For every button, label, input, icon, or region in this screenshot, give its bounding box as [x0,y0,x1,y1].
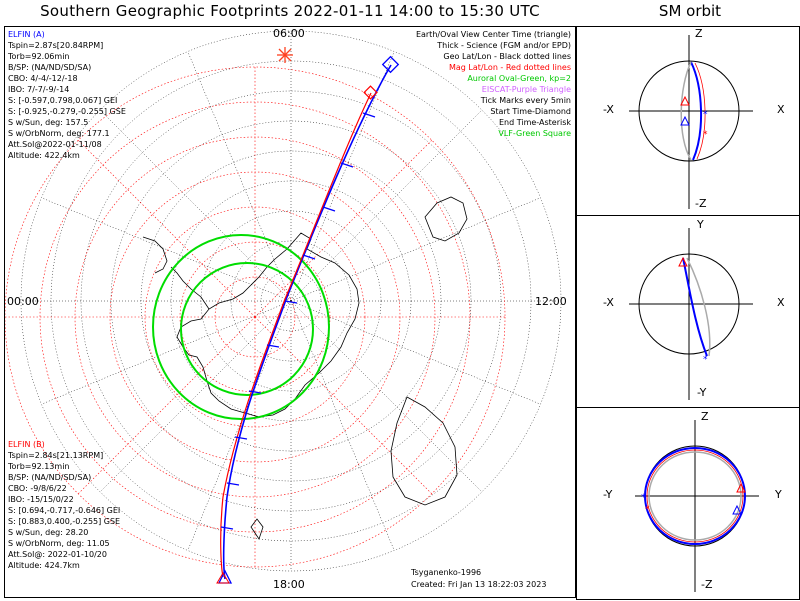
elfin-b-info-line: S: [0.694,-0.717,-0.646] GEI [8,506,121,515]
svg-text:*: * [703,130,708,140]
time-label-bottom: 18:00 [273,578,305,591]
elfin-a-info-line: CBO: 4/-4/-12/-18 [8,74,78,83]
elfin-a-start-diamond [381,55,400,74]
elfin-a-info: Tspin=2.87s[20.84RPM] Torb=92.06min B/SP: … [8,40,126,161]
elfin-a-info-line: Tspin=2.87s[20.84RPM] [8,41,104,50]
australia-outline [390,396,458,506]
sm2-bottom: -Y [697,386,707,399]
end-time-asterisk [277,47,293,63]
elfin-b-track [220,92,372,578]
sm2-top: Y [697,218,704,231]
sm2-right: X [777,296,785,309]
antarctica-outline [176,232,360,418]
legend-item: Earth/Oval View Center Time (triangle) [415,30,571,39]
legend-item: End Time-Asterisk [498,118,571,127]
legend-item: VLF-Green Square [498,129,571,138]
africa-outline [424,196,468,242]
sm-plot-xz: * * [629,35,753,209]
svg-text:*: * [703,110,708,120]
track-ticks [220,112,376,530]
time-label-left: 00:00 [7,295,39,308]
sm3-left: -Y [603,488,613,501]
sm3-bottom: -Z [701,578,713,591]
auroral-oval-inner [180,262,314,396]
elfin-a-info-line: Altitude: 422.4km [8,151,80,160]
legend-item: Geo Lat/Lon - Black dotted lines [443,52,571,61]
elfin-a-info-line: S: [-0.597,0.798,0.067] GEI [8,96,118,105]
time-label-top: 06:00 [273,27,305,40]
sm-plot-xy: * [629,228,753,400]
sm1-bottom: -Z [695,197,707,210]
sm-panel-yz: * * Z -Z -Y Y [576,407,800,600]
legend-item: Mag Lat/Lon - Red dotted lines [448,63,571,72]
elfin-b-info-line: Altitude: 424.7km [8,561,80,570]
sm1-top: Z [695,27,703,40]
svg-text:*: * [645,505,650,515]
sm3-top: Z [701,410,709,423]
legend-item: Thick - Science (FGM and/or EPD) [437,41,571,50]
elfin-b-info-line: Torb=92.13min [8,462,70,471]
elfin-b-end-triangle [216,572,230,584]
legend-item: EISCAT-Purple Triangle [481,85,571,94]
legend-item: Auroral Oval-Green, kp=2 [467,74,571,83]
model-label: Tsyganenko-1996 [411,568,482,577]
legend-item: Start Time-Diamond [490,107,571,116]
elfin-a-header: ELFIN (A) [8,30,45,39]
geo-grid [20,30,562,572]
legend-item: Tick Marks every 5min [480,96,571,105]
elfin-b-info-line: Att.Sol@: 2022-01-10/20 [8,550,107,559]
elfin-b-start-diamond [363,85,378,100]
footprint-map-panel: 06:00 00:00 12:00 18:00 ELFIN (A) Tspin=… [4,26,576,598]
mag-grid [5,66,506,568]
antarctic-peninsula [170,266,210,310]
elfin-a-info-line: IBO: 7/-7/-9/-14 [8,85,70,94]
sm1-left: -X [603,103,614,116]
svg-text:*: * [703,355,708,365]
footprint-map [5,30,562,584]
created-label: Created: Fri Jan 13 18:22:03 2023 [411,580,547,589]
elfin-a-info-line: B/SP: (NA/ND/SD/SA) [8,63,92,72]
elfin-a-info-line: S w/Sun, deg: 157.5 [8,118,89,127]
sm-panel-xz: * * Z -Z -X X [576,26,800,216]
elfin-a-info-line: S w/OrbNorm, deg: 177.1 [8,129,110,138]
elfin-a-info-line: S: [-0.925,-0.279,-0.255] GSE [8,107,126,116]
sm3-right: Y [775,488,782,501]
elfin-b-info-line: Tspin=2.84s[21.13RPM] [8,451,104,460]
elfin-b-info-line: S: [0.883,0.400,-0.255] GSE [8,517,121,526]
elfin-b-info-line: IBO: -15/15/0/22 [8,495,74,504]
auroral-oval-outer [152,234,330,420]
elfin-a-info-line: Att.Sol@2022-01-11/08 [8,140,102,149]
south-america-outline [142,236,168,274]
elfin-b-header: ELFIN (B) [8,440,45,449]
elfin-b-info-line: S w/OrbNorm, deg: 11.05 [8,539,110,548]
sm-plot-yz: * * [635,420,759,592]
legend: Earth/Oval View Center Time (triangle) Th… [416,29,571,139]
sm2-left: -X [603,296,614,309]
time-label-right: 12:00 [535,295,567,308]
elfin-b-info-line: S w/Sun, deg: 28.20 [8,528,89,537]
elfin-b-info-line: B/SP: (NA/ND/SD/SA) [8,473,92,482]
elfin-a-track [222,64,392,580]
elfin-a-info-line: Torb=92.06min [8,52,70,61]
figure-title: Southern Geographic Footprints 2022-01-1… [40,2,540,20]
svg-text:*: * [641,493,646,503]
elfin-b-info-line: CBO: -9/8/6/22 [8,484,67,493]
sm1-right: X [777,103,785,116]
sm-orbit-title: SM orbit [658,2,722,20]
new-zealand-outline [250,518,264,540]
sm-panel-xy: * Y -Y -X X [576,215,800,408]
elfin-b-info: Tspin=2.84s[21.13RPM] Torb=92.13min B/SP: … [8,450,120,571]
